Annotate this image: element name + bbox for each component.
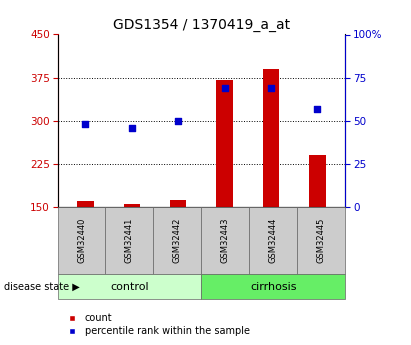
- Text: control: control: [110, 282, 149, 292]
- Title: GDS1354 / 1370419_a_at: GDS1354 / 1370419_a_at: [113, 18, 290, 32]
- Point: [82, 121, 89, 127]
- Text: GSM32444: GSM32444: [269, 218, 278, 263]
- Bar: [170, 199, 186, 207]
- Bar: [263, 69, 279, 207]
- Text: GSM32441: GSM32441: [125, 218, 134, 263]
- Text: GSM32440: GSM32440: [77, 218, 86, 263]
- Text: cirrhosis: cirrhosis: [250, 282, 297, 292]
- Text: GSM32445: GSM32445: [317, 218, 326, 263]
- Legend: count, percentile rank within the sample: count, percentile rank within the sample: [58, 309, 254, 340]
- Bar: [77, 201, 94, 207]
- Text: disease state ▶: disease state ▶: [4, 282, 80, 292]
- Bar: [217, 80, 233, 207]
- Point: [175, 118, 182, 124]
- Point: [129, 125, 135, 130]
- Point: [314, 106, 321, 111]
- Bar: [309, 155, 326, 207]
- Point: [268, 85, 274, 91]
- Bar: [124, 204, 140, 207]
- Text: GSM32442: GSM32442: [173, 218, 182, 263]
- Text: GSM32443: GSM32443: [221, 218, 230, 263]
- Point: [221, 85, 228, 91]
